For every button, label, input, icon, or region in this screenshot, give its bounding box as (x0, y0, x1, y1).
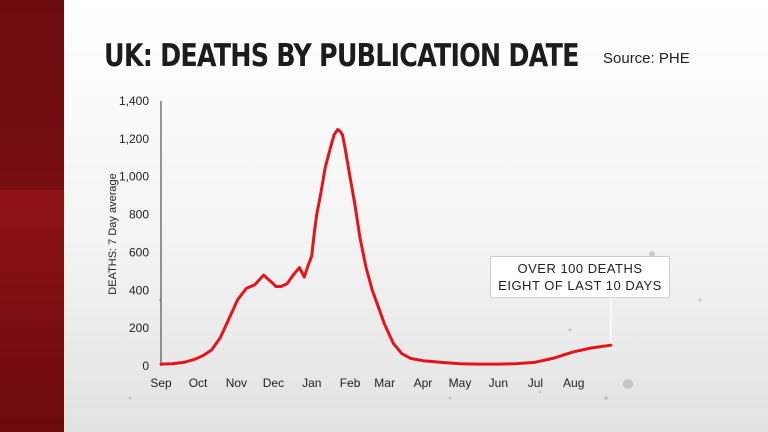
background-dot (568, 328, 572, 332)
x-axis-ticks: Sep Oct Nov Dec Jan Feb Mar Apr May Jun Jul Aug (150, 376, 584, 390)
y-tick-label: 0 (142, 359, 149, 373)
x-tick-label: Feb (340, 376, 361, 390)
x-tick-label: Dec (263, 376, 284, 390)
x-tick-label: Mar (374, 376, 395, 390)
x-tick-label: May (449, 376, 472, 390)
x-tick-label: Jul (528, 376, 543, 390)
x-tick-label: Jan (302, 376, 321, 390)
background-dot (698, 298, 702, 302)
y-axis-label: DEATHS: 7 Day average (107, 173, 119, 294)
red-side-band (0, 0, 64, 432)
x-tick-label: Nov (226, 376, 247, 390)
background-dot (604, 396, 608, 400)
y-tick-label: 200 (129, 321, 149, 335)
annotation-line-1: OVER 100 DEATHS (517, 261, 643, 276)
background-dot (448, 396, 452, 400)
background-dot (128, 396, 132, 400)
background-dots (128, 251, 702, 400)
source-label: Source: PHE (603, 50, 690, 67)
y-tick-label: 800 (129, 208, 149, 222)
y-tick-label: 1,400 (119, 94, 149, 108)
background-dot (649, 251, 655, 257)
x-tick-label: Apr (414, 376, 433, 390)
page-title: UK: DEATHS BY PUBLICATION DATE (104, 38, 579, 74)
x-tick-label: Aug (563, 376, 584, 390)
red-side-band-shade (0, 0, 64, 190)
y-tick-label: 1,000 (119, 170, 149, 184)
y-axis-ticks: 0 200 400 600 800 1,000 1,200 1,400 (119, 94, 149, 373)
background-dot (538, 390, 542, 394)
y-tick-label: 1,200 (119, 132, 149, 146)
y-tick-label: 400 (129, 283, 149, 297)
background-dot (623, 379, 633, 389)
x-tick-label: Oct (189, 376, 208, 390)
y-tick-label: 600 (129, 245, 149, 259)
x-tick-label: Jun (489, 376, 508, 390)
x-tick-label: Sep (150, 376, 172, 390)
annotation-line-2: EIGHT OF LAST 10 DAYS (498, 278, 662, 293)
annotation-callout: OVER 100 DEATHS EIGHT OF LAST 10 DAYS (490, 256, 670, 298)
series-line-deaths (159, 127, 613, 366)
